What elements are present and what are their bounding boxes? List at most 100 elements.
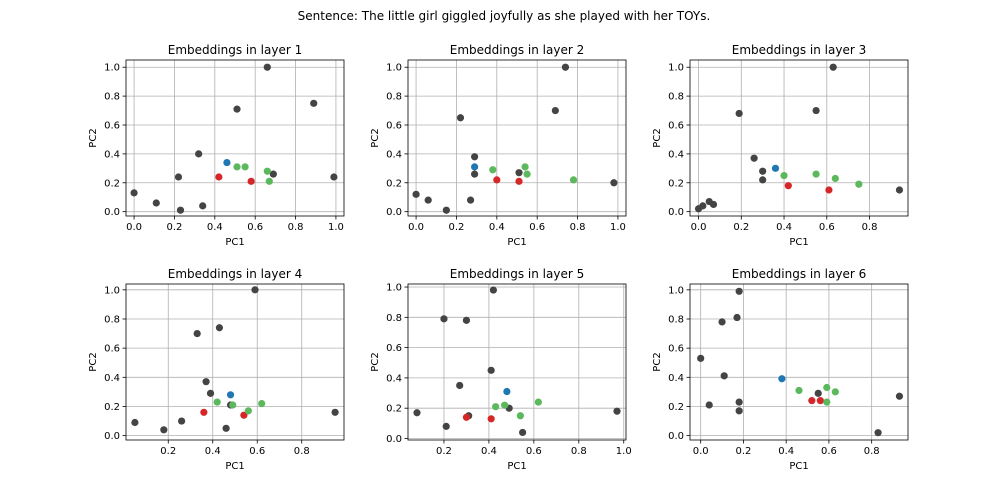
scatter-point-other xyxy=(895,392,904,400)
scatter-point-other xyxy=(174,173,183,181)
y-tick-label: 0.6 xyxy=(668,344,684,355)
x-tick-label: 0.0 xyxy=(693,446,709,457)
scatter-point-red xyxy=(808,397,816,405)
x-tick-label: 0.2 xyxy=(448,222,464,233)
y-tick-label: 0.4 xyxy=(386,149,402,160)
y-tick-label: 0.8 xyxy=(386,313,402,324)
axes-frame xyxy=(125,59,345,217)
scatter-point-green xyxy=(523,170,531,178)
x-tick-label: 0.0 xyxy=(126,222,142,233)
scatter-point-other xyxy=(750,154,758,162)
x-tick-label: 0.4 xyxy=(481,446,497,457)
scatter-point-other xyxy=(814,389,822,397)
y-tick-label: 0.8 xyxy=(668,92,684,103)
x-tick-label: 0.8 xyxy=(862,222,878,233)
y-tick-label: 0.6 xyxy=(104,344,120,355)
scatter-point-green xyxy=(812,170,820,178)
scatter-point-other xyxy=(471,153,479,161)
y-tick-label: 0.8 xyxy=(386,92,402,103)
y-tick-label: 0.0 xyxy=(386,207,402,218)
axes-frame xyxy=(689,59,909,217)
scatter-point-other xyxy=(160,426,168,434)
subplot-title: Embeddings in layer 1 xyxy=(168,43,302,57)
scatter-point-green xyxy=(795,386,803,395)
scatter-point-green xyxy=(823,383,831,392)
scatter-point-blue xyxy=(771,164,780,172)
scatter-point-green xyxy=(229,401,237,409)
y-tick-label: 1.0 xyxy=(386,63,402,74)
x-axis-label: PC1 xyxy=(789,237,808,248)
scatter-point-green xyxy=(780,171,788,180)
scatter-point-other xyxy=(735,398,743,406)
scatter-point-other xyxy=(263,63,271,71)
scatter-point-other xyxy=(561,63,570,71)
scatter-point-other xyxy=(269,170,277,178)
y-tick-label: 0.6 xyxy=(386,343,402,354)
x-tick-label: 0.0 xyxy=(691,222,707,233)
axes-frame xyxy=(689,283,909,441)
scatter-point-other xyxy=(466,196,475,204)
scatter-point-other xyxy=(697,354,705,362)
x-tick-label: 0.4 xyxy=(776,222,792,233)
scatter-point-other xyxy=(610,179,618,187)
scatter-point-other xyxy=(206,389,215,397)
scatter-point-red xyxy=(515,177,523,185)
scatter-point-other xyxy=(331,408,339,416)
x-tick-label: 0.6 xyxy=(819,222,835,233)
y-tick-label: 0.4 xyxy=(668,149,684,160)
x-axis-label: PC1 xyxy=(789,461,808,472)
scatter-point-blue xyxy=(471,163,479,171)
y-tick-label: 0.2 xyxy=(104,402,120,413)
scatter-point-other xyxy=(551,106,559,115)
scatter-point-other xyxy=(735,407,743,415)
scatter-point-red xyxy=(784,182,792,190)
x-tick-label: 0.6 xyxy=(529,222,545,233)
scatter-point-other xyxy=(759,167,767,175)
subplot-layer-1: Embeddings in layer 1 0.0 0.2 0.4 0.6 0.8 1.0 0… xyxy=(88,43,345,248)
y-tick-label: 0.2 xyxy=(386,404,402,415)
x-tick-label: 1.0 xyxy=(328,222,344,233)
subplot-layer-3: Embeddings in layer 3 0.0 0.2 0.4 0.6 0.8 0.0 0… xyxy=(652,43,909,248)
x-tick-label: 0.4 xyxy=(207,222,223,233)
y-tick-label: 0.4 xyxy=(104,149,120,160)
scatter-point-other xyxy=(199,202,207,210)
subplot-layer-2: Embeddings in layer 2 0.0 0.2 0.4 0.6 0.8 1.0 0… xyxy=(370,43,627,248)
y-tick-label: 0.2 xyxy=(386,178,402,189)
scatter-point-other xyxy=(487,366,495,374)
y-tick-label: 0.4 xyxy=(668,373,684,384)
x-tick-label: 0.2 xyxy=(436,446,452,457)
scatter-point-other xyxy=(462,316,471,324)
x-tick-label: 0.2 xyxy=(160,446,176,457)
scatter-point-green xyxy=(831,388,839,396)
scatter-point-other xyxy=(131,418,139,427)
y-tick-label: 0.0 xyxy=(668,207,684,218)
scatter-point-other xyxy=(705,401,713,409)
y-tick-label: 0.6 xyxy=(104,121,120,132)
scatter-point-other xyxy=(310,99,318,107)
x-tick-label: 0.6 xyxy=(247,222,263,233)
y-axis-label: PC2 xyxy=(652,352,663,371)
subplot-title: Embeddings in layer 5 xyxy=(450,267,584,281)
x-tick-label: 0.2 xyxy=(733,222,749,233)
scatter-point-other xyxy=(413,409,421,417)
y-tick-label: 0.6 xyxy=(668,121,684,132)
scatter-point-other xyxy=(440,315,448,323)
scatter-point-other xyxy=(424,196,432,204)
x-tick-label: 0.4 xyxy=(205,446,221,457)
x-tick-label: 0.8 xyxy=(864,446,880,457)
subplot-layer-6: Embeddings in layer 6 0.0 0.2 0.4 0.6 0.8 0.0 0… xyxy=(652,267,909,472)
scatter-point-green xyxy=(263,167,271,175)
y-axis-label: PC2 xyxy=(88,128,99,147)
scatter-point-other xyxy=(195,150,203,158)
subplot-layer-4: Embeddings in layer 4 0.2 0.4 0.6 0.8 0.0 0.2 0… xyxy=(88,267,345,472)
y-tick-label: 0.2 xyxy=(104,178,120,189)
y-tick-label: 1.0 xyxy=(104,63,120,74)
axes-frame xyxy=(407,283,627,441)
scatter-point-green xyxy=(265,177,273,185)
scatter-point-green xyxy=(521,163,529,171)
y-tick-label: 0.4 xyxy=(104,373,120,384)
scatter-point-green xyxy=(258,399,266,408)
subplot-title: Embeddings in layer 3 xyxy=(732,43,866,57)
scatter-point-other xyxy=(442,206,450,214)
y-tick-label: 1.0 xyxy=(104,285,120,296)
